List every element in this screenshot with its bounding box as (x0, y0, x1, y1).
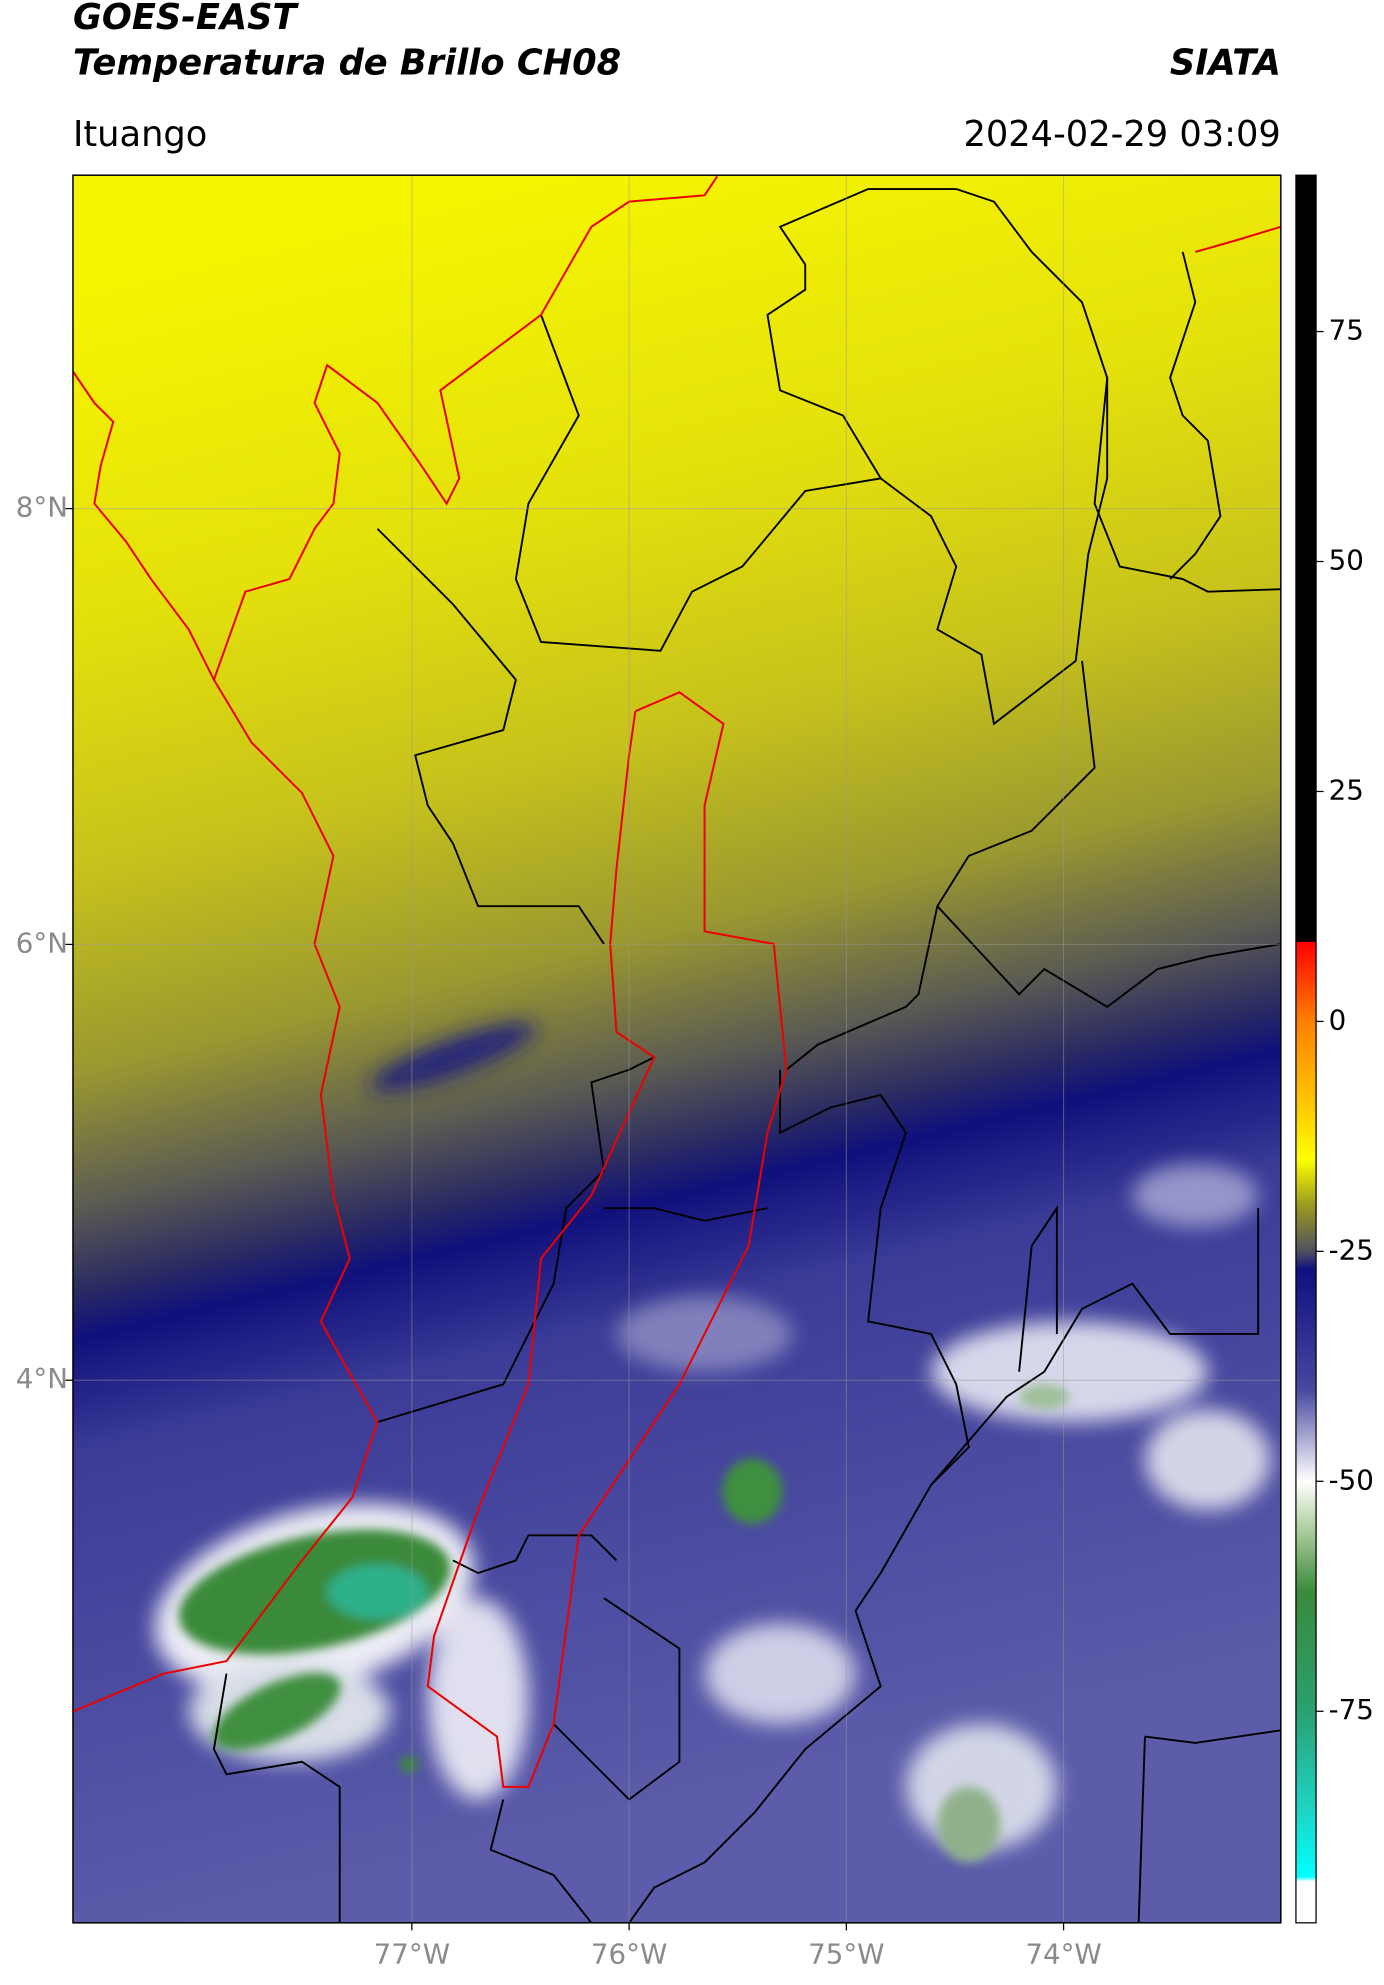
x-tick-label: 77°W (374, 1938, 450, 1971)
colorbar-label: -50 (1329, 1463, 1374, 1496)
colorbar-label: 75 (1329, 314, 1364, 347)
colorbar-label: 50 (1329, 544, 1364, 577)
y-tick-label: 4°N (16, 1362, 68, 1395)
colorbar-label: 0 (1329, 1003, 1347, 1036)
colorbar-label: -25 (1329, 1233, 1374, 1266)
y-tick-label: 6°N (16, 926, 68, 959)
location: Ituango (73, 114, 207, 155)
datetime: 2024-02-29 03:09 (963, 114, 1280, 155)
colorbar-label: 25 (1329, 773, 1364, 806)
map-image (72, 175, 1281, 1923)
x-tick-label: 75°W (808, 1938, 884, 1971)
colorbar (1295, 174, 1317, 1924)
title: GOES-EAST (73, 0, 300, 38)
x-tick-label: 74°W (1025, 1938, 1101, 1971)
y-tick-label: 8°N (16, 491, 68, 524)
subtitle: Temperatura de Brillo CH08 (73, 42, 621, 83)
colorbar-label: -75 (1329, 1693, 1374, 1726)
x-tick-label: 76°W (591, 1938, 667, 1971)
map-frame (72, 174, 1282, 1924)
org: SIATA (1170, 42, 1281, 83)
